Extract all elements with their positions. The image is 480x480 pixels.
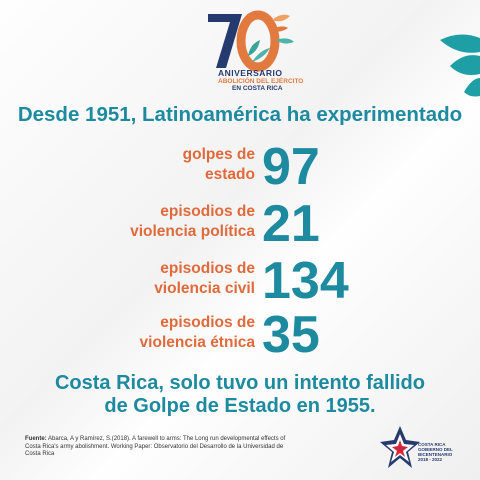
stat-coups: golpes de estado 97 [0, 141, 480, 197]
stat-political-violence: episodios de violencia política 21 [0, 198, 480, 254]
source-citation: Fuente: Abarca, A y Ramírez, S.(2018). A… [25, 436, 300, 459]
stat-value: 35 [262, 306, 320, 364]
stat-label-line2: violencia política [130, 223, 255, 240]
leaves-decoration-icon [440, 34, 480, 97]
stat-label-line1: episodios de [160, 260, 255, 277]
anniversary-logo: ANIVERSARIO ABOLICIÓN DEL EJÉRCITO EN CO… [190, 10, 310, 100]
stat-label: episodios de violencia civil [154, 259, 255, 299]
brand-line1: COSTA RICA [418, 442, 446, 447]
conclusion-line1: Costa Rica, solo tuvo un intento fallido [54, 372, 425, 394]
conclusion-message: Costa Rica, solo tuvo un intento fallido… [0, 372, 480, 418]
logo-graphic-icon [208, 10, 294, 72]
stat-label: episodios de violencia política [130, 202, 255, 242]
stat-label-line1: episodios de [160, 203, 255, 220]
government-logo: COSTA RICA GOBIERNO DEL BICENTENARIO 201… [380, 424, 470, 474]
main-heading: Desde 1951, Latinoamérica ha experimenta… [17, 103, 463, 126]
stat-label-line1: episodios de [160, 314, 255, 331]
source-label: Fuente: [25, 436, 47, 442]
stat-label-line2: violencia civil [154, 280, 255, 297]
brand-line3: 2018 - 2022 [418, 457, 443, 462]
logo-country-text: EN COSTA RICA [232, 85, 283, 92]
stat-value: 97 [262, 138, 320, 196]
stat-label-line1: golpes de [182, 146, 255, 163]
stat-value: 134 [262, 252, 349, 310]
stat-label-line2: violencia étnica [139, 334, 255, 351]
stat-ethnic-violence: episodios de violencia étnica 35 [0, 309, 480, 365]
stat-civil-violence: episodios de violencia civil 134 [0, 255, 480, 311]
conclusion-line2: de Golpe de Estado en 1955. [104, 395, 376, 417]
logo-abolition-text: ABOLICIÓN DEL EJÉRCITO [218, 77, 304, 85]
stat-label-line2: estado [205, 166, 255, 183]
stat-label: golpes de estado [183, 145, 255, 185]
stat-value: 21 [262, 195, 320, 253]
logo-anniversary-text: ANIVERSARIO [218, 68, 283, 78]
brand-line2: GOBIERNO DEL BICENTENARIO [418, 447, 453, 457]
star-logo-icon [380, 426, 420, 468]
stat-label: episodios de violencia étnica [140, 313, 255, 353]
source-text: Abarca, A y Ramírez, S.(2018). A farewel… [25, 436, 286, 457]
